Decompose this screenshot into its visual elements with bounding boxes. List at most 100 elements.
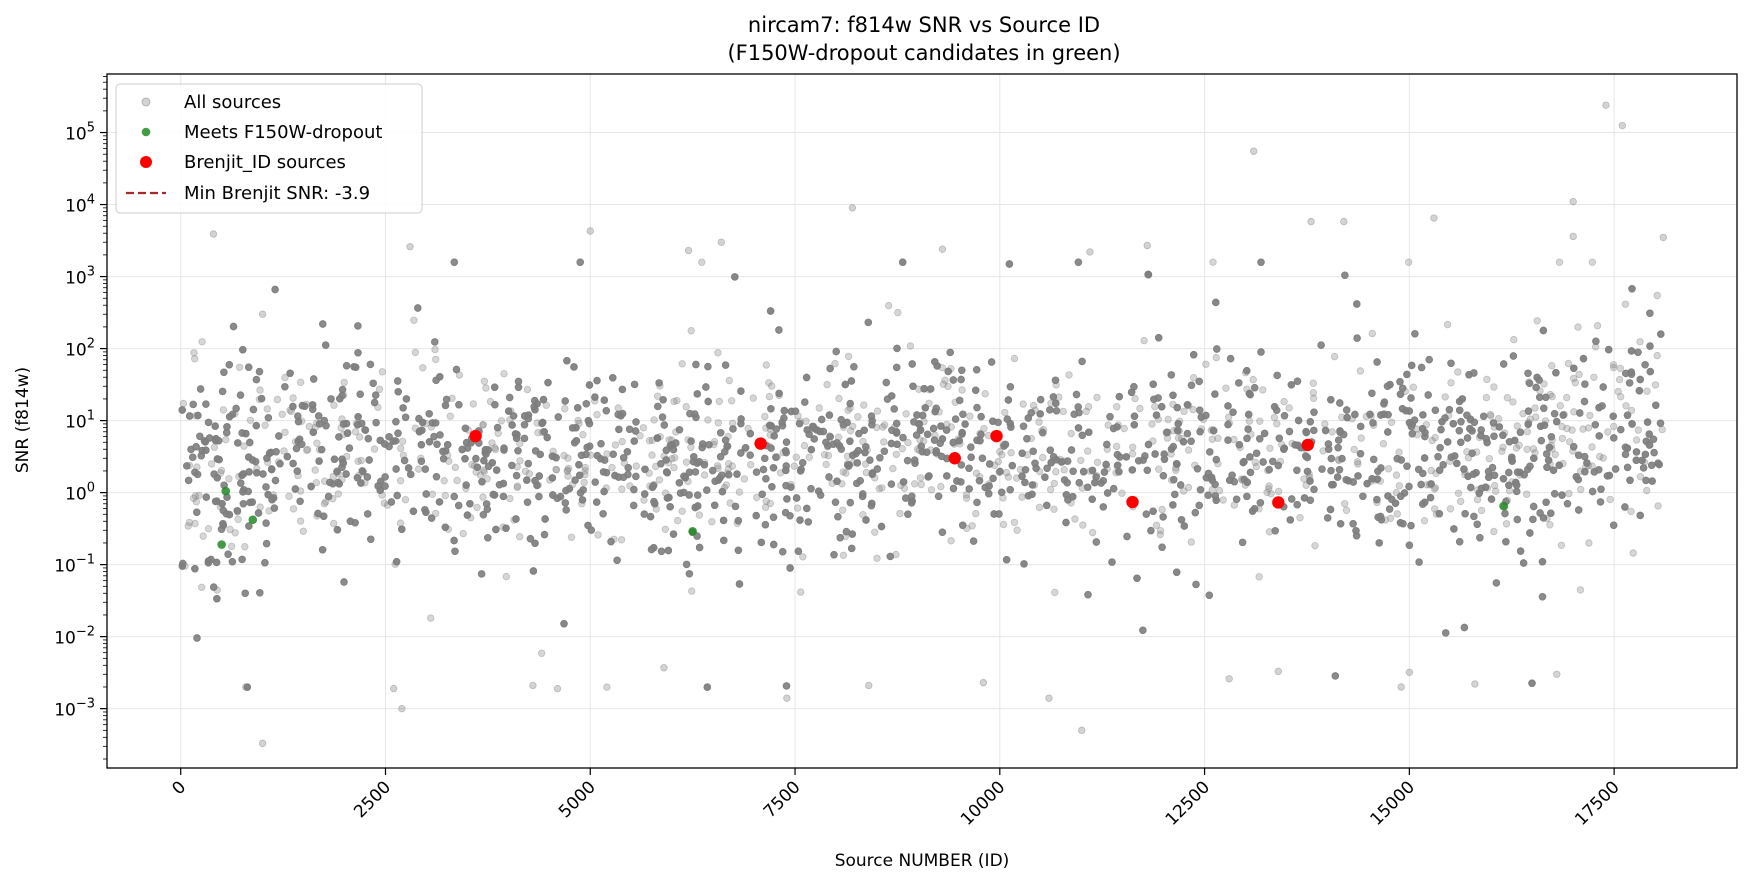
all-source-point xyxy=(715,397,723,406)
all-source-point xyxy=(246,416,255,424)
all-source-point xyxy=(825,411,834,419)
all-source-point xyxy=(762,361,770,369)
all-source-point xyxy=(494,429,502,437)
all-source-point xyxy=(291,438,300,446)
all-source-point xyxy=(1446,505,1455,513)
all-source-point xyxy=(925,386,933,394)
all-source-point xyxy=(1305,473,1314,481)
all-source-point xyxy=(193,463,201,471)
all-source-point xyxy=(579,431,587,439)
all-source-point xyxy=(1002,468,1011,477)
all-source-point xyxy=(626,482,634,490)
all-source-point xyxy=(482,384,490,392)
all-source-point xyxy=(243,683,251,691)
all-source-point xyxy=(1529,445,1538,453)
all-source-point xyxy=(192,498,200,506)
all-source-point xyxy=(533,400,541,408)
all-source-point xyxy=(1236,443,1244,452)
all-source-point xyxy=(500,370,508,378)
all-source-point xyxy=(839,551,848,559)
all-source-point xyxy=(1273,420,1281,428)
all-source-point xyxy=(1157,403,1166,411)
all-source-point xyxy=(1052,456,1060,464)
all-source-point xyxy=(733,519,741,527)
all-source-point xyxy=(296,487,305,495)
all-source-point xyxy=(239,470,248,478)
all-source-point xyxy=(445,457,453,465)
all-source-point xyxy=(893,440,901,448)
all-source-point xyxy=(427,423,436,431)
all-source-point xyxy=(678,507,686,515)
all-source-point xyxy=(419,364,427,372)
all-source-point xyxy=(1035,467,1044,476)
all-source-point xyxy=(574,416,582,425)
all-source-point xyxy=(1425,481,1434,489)
chart-title: nircam7: f814w SNR vs Source ID xyxy=(748,13,1100,37)
all-source-point xyxy=(581,467,589,475)
all-source-point xyxy=(820,451,829,459)
all-source-point xyxy=(1570,364,1578,372)
all-source-point xyxy=(499,523,507,531)
all-source-point xyxy=(1240,457,1248,466)
all-source-point xyxy=(688,587,696,595)
all-source-point xyxy=(646,482,654,490)
all-source-point xyxy=(398,437,407,446)
all-source-point xyxy=(1548,362,1556,370)
all-source-point xyxy=(1516,471,1524,479)
all-source-point xyxy=(491,383,499,391)
all-source-point xyxy=(1356,422,1365,431)
all-source-point xyxy=(854,447,862,455)
all-source-point xyxy=(1027,434,1035,443)
all-source-point xyxy=(1560,410,1568,419)
all-source-point xyxy=(618,437,626,446)
all-source-point xyxy=(1169,427,1178,435)
all-source-point xyxy=(516,439,524,448)
all-source-point xyxy=(1395,448,1403,456)
all-source-point xyxy=(1169,400,1177,409)
all-source-point xyxy=(563,467,571,475)
all-source-point xyxy=(1046,485,1055,494)
all-source-point xyxy=(560,451,568,460)
all-source-point xyxy=(1152,521,1161,529)
all-source-point xyxy=(211,422,219,430)
all-source-point xyxy=(537,649,546,657)
all-source-point xyxy=(1516,547,1525,555)
all-source-point xyxy=(1581,463,1590,471)
all-source-point xyxy=(1395,482,1404,490)
all-source-point xyxy=(1531,404,1539,412)
all-source-point xyxy=(871,474,879,482)
all-source-point xyxy=(1285,404,1293,412)
all-source-point xyxy=(313,512,321,520)
all-source-point xyxy=(762,424,770,432)
all-source-point xyxy=(330,519,338,528)
all-source-point xyxy=(787,483,795,491)
all-source-point xyxy=(661,489,670,497)
all-source-point xyxy=(1309,379,1317,387)
all-source-point xyxy=(1450,525,1458,533)
all-source-point xyxy=(1432,469,1440,477)
all-source-point xyxy=(999,440,1008,448)
all-source-point xyxy=(586,451,595,459)
all-source-point xyxy=(1555,258,1564,266)
all-source-point xyxy=(506,494,514,503)
all-source-point xyxy=(728,419,737,427)
all-source-point xyxy=(542,401,550,409)
all-source-point xyxy=(1441,393,1449,401)
all-source-point xyxy=(1276,457,1285,466)
all-source-point xyxy=(1051,588,1059,597)
all-source-point xyxy=(256,503,264,511)
chart-subtitle: (F150W-dropout candidates in green) xyxy=(727,41,1120,65)
all-source-point xyxy=(916,474,925,482)
all-source-point xyxy=(898,445,906,453)
all-source-point xyxy=(995,468,1003,477)
all-source-point xyxy=(670,463,678,472)
all-source-point xyxy=(1309,389,1317,397)
all-source-point xyxy=(1392,488,1401,497)
all-source-point xyxy=(287,407,295,416)
all-source-point xyxy=(783,495,791,503)
all-source-point xyxy=(225,510,234,519)
all-source-point xyxy=(1175,417,1184,425)
all-source-point xyxy=(1632,436,1641,444)
all-source-point xyxy=(846,427,855,435)
all-source-point xyxy=(1512,444,1521,452)
